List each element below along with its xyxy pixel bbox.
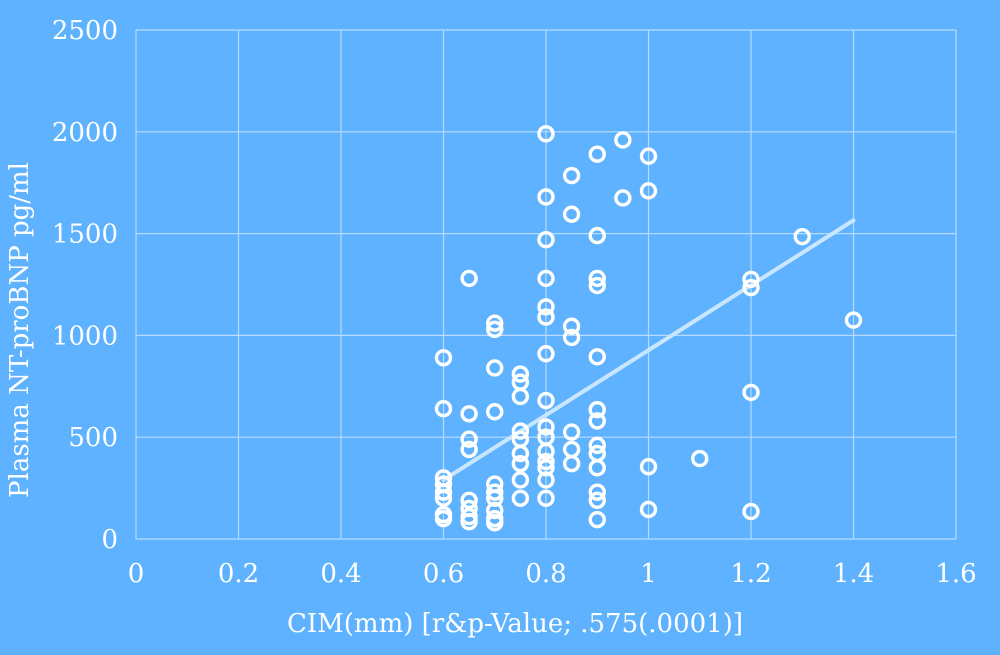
x-tick-label-2: 0.4: [320, 559, 361, 589]
data-point-38: [537, 269, 555, 288]
data-point-10: [460, 430, 478, 448]
data-point-52: [562, 317, 581, 335]
data-point-58: [588, 226, 606, 245]
data-point-73: [639, 182, 658, 200]
data-point-46: [537, 452, 555, 471]
data-point-67: [588, 483, 606, 501]
data-point-17: [486, 320, 504, 338]
data-point-12: [460, 491, 478, 510]
data-point-9: [460, 405, 478, 423]
data-point-8: [460, 269, 478, 288]
data-point-35: [537, 125, 555, 143]
data-point-15: [460, 512, 478, 531]
data-point-40: [537, 308, 555, 326]
data-point-75: [639, 500, 658, 519]
data-point-47: [537, 459, 555, 477]
x-tick-label-1: 0.2: [218, 559, 259, 589]
data-point-72: [639, 147, 658, 165]
trendline: [441, 218, 856, 482]
data-point-79: [742, 383, 760, 402]
data-point-76: [691, 449, 709, 468]
data-point-19: [486, 403, 504, 421]
data-point-64: [588, 436, 606, 455]
data-point-59: [588, 269, 606, 288]
y-axis-ticks: 0 500 1000 1500 2000 2500: [52, 16, 118, 555]
data-point-81: [793, 227, 811, 246]
data-point-82: [844, 311, 863, 329]
data-point-70: [614, 131, 632, 149]
data-point-77: [742, 270, 760, 289]
x-tick-label-6: 1.2: [730, 559, 771, 589]
data-points: [434, 125, 863, 532]
data-point-18: [486, 359, 504, 377]
x-axis-label: CIM(mm) [r&p-Value; .575(.0001)]: [287, 609, 743, 639]
data-point-53: [562, 328, 581, 347]
data-point-49: [537, 489, 555, 507]
y-axis-label: Plasma NT-proBNP pg/ml: [5, 162, 35, 498]
y-tick-label-3: 1500: [52, 220, 118, 250]
data-point-74: [639, 458, 658, 476]
data-point-32: [511, 454, 530, 473]
x-tick-label-0: 0: [128, 559, 145, 589]
data-point-37: [537, 231, 555, 249]
data-point-68: [588, 491, 606, 510]
data-point-45: [537, 442, 555, 461]
data-point-31: [511, 444, 530, 463]
x-tick-label-7: 1.4: [833, 559, 874, 589]
data-point-69: [588, 510, 606, 529]
data-point-21: [486, 483, 504, 501]
data-point-34: [511, 489, 530, 507]
data-point-62: [588, 401, 606, 419]
y-tick-label-4: 2000: [52, 118, 118, 148]
data-point-42: [537, 391, 555, 410]
data-point-7: [434, 509, 453, 528]
data-point-66: [588, 459, 606, 477]
grid-lines: [135, 29, 957, 540]
data-point-16: [486, 314, 504, 332]
data-point-80: [742, 502, 760, 521]
data-point-78: [742, 278, 760, 297]
data-point-57: [588, 145, 606, 163]
x-tick-label-5: 1: [640, 559, 657, 589]
x-tick-label-4: 0.8: [525, 559, 566, 589]
data-point-50: [562, 166, 581, 185]
data-point-48: [537, 471, 555, 489]
data-point-25: [486, 514, 504, 532]
data-point-63: [588, 412, 606, 430]
data-point-11: [460, 440, 478, 459]
data-point-39: [537, 298, 555, 316]
data-point-22: [486, 489, 504, 507]
data-point-1: [434, 399, 453, 418]
y-tick-label-5: 2500: [52, 16, 118, 46]
y-tick-label-2: 1000: [52, 321, 118, 351]
data-point-60: [588, 276, 606, 295]
data-point-26: [511, 365, 530, 383]
data-point-54: [562, 423, 581, 441]
data-point-51: [562, 205, 581, 223]
data-point-33: [511, 471, 530, 489]
x-tick-label-8: 1.6: [935, 559, 976, 589]
data-point-36: [537, 188, 555, 206]
data-point-71: [614, 189, 632, 207]
data-point-23: [486, 501, 504, 520]
data-point-43: [537, 418, 555, 436]
data-point-0: [434, 349, 453, 367]
data-point-4: [434, 483, 453, 501]
data-point-61: [588, 348, 606, 366]
data-point-41: [537, 345, 555, 363]
data-point-56: [562, 454, 581, 473]
data-point-28: [511, 387, 530, 406]
x-tick-label-3: 0.6: [423, 559, 464, 589]
y-tick-label-0: 0: [101, 525, 118, 555]
data-point-29: [511, 422, 530, 440]
x-axis-ticks: 0 0.2 0.4 0.6 0.8 1 1.2 1.4 1.6: [128, 559, 977, 589]
data-point-5: [434, 489, 453, 507]
y-tick-label-1: 500: [68, 423, 118, 453]
